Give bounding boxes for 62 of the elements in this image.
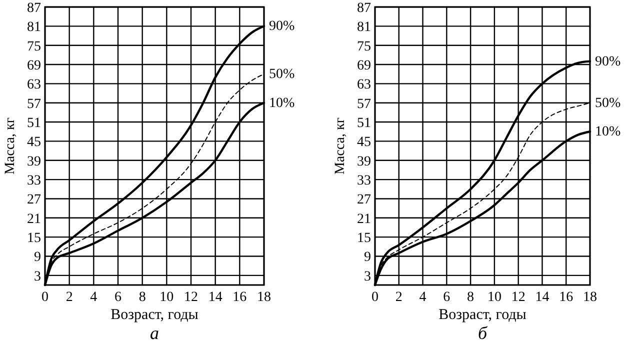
y-tick-label: 51 (357, 116, 371, 132)
x-tick-label: 16 (232, 290, 247, 305)
x-tick-label: 12 (184, 290, 198, 305)
y-tick-label: 69 (357, 58, 371, 74)
x-tick-label: 6 (114, 290, 122, 305)
y-tick-label: 15 (27, 231, 41, 246)
x-tick-label: 16 (559, 290, 574, 305)
y-tick-label: 57 (357, 96, 371, 112)
y-tick-label: 45 (27, 135, 41, 150)
y-tick-label: 45 (357, 135, 371, 150)
x-tick-label: 8 (138, 290, 146, 305)
x-tick-label: 0 (42, 290, 48, 305)
y-tick-label: 21 (27, 212, 41, 227)
x-tick-label: 2 (395, 290, 402, 305)
series-label: 90% (269, 19, 295, 34)
series-label: 50% (269, 67, 295, 82)
x-tick-label: 18 (257, 290, 271, 305)
y-tick-label: 81 (27, 20, 41, 36)
x-tick-label: 4 (90, 290, 98, 305)
y-tick-label: 3 (364, 269, 371, 284)
x-tick-label: 6 (443, 290, 450, 305)
y-tick-label: 39 (357, 154, 371, 170)
y-tick-label: 75 (27, 39, 41, 54)
series-label: 10% (595, 124, 621, 140)
y-tick-label: 3 (34, 269, 41, 284)
y-tick-label: 75 (357, 39, 371, 54)
text: а (150, 323, 159, 343)
y-tick-label: 15 (357, 231, 371, 246)
y-tick-label: 81 (357, 20, 371, 36)
y-tick-label: 57 (27, 96, 41, 112)
x-tick-label: 12 (511, 290, 526, 305)
y-tick-label: 63 (357, 78, 371, 93)
x-axis-title: Возраст, годы (438, 307, 526, 323)
series-label: 90% (595, 54, 621, 70)
x-axis-title: Возраст, годы (110, 307, 198, 323)
x-tick-label: 18 (583, 290, 597, 305)
y-tick-label: 33 (357, 174, 371, 189)
series-label: 50% (595, 96, 621, 111)
x-tick-label: 0 (372, 290, 378, 305)
y-axis-title: Масса, кг (333, 117, 348, 175)
y-tick-label: 27 (357, 192, 371, 208)
y-tick-label: 87 (27, 1, 41, 16)
y-tick-label: 87 (357, 1, 371, 16)
y-axis-title: Масса, кг (3, 117, 18, 175)
x-tick-label: 4 (419, 290, 426, 305)
y-tick-label: 33 (27, 174, 41, 189)
x-tick-label: 14 (208, 290, 222, 305)
y-tick-label: 9 (34, 250, 41, 266)
x-tick-label: 10 (487, 290, 502, 305)
x-tick-label: 8 (467, 290, 474, 305)
y-tick-label: 39 (27, 154, 41, 170)
y-tick-label: 27 (27, 192, 41, 208)
series-label: 10% (269, 96, 295, 111)
y-tick-label: 69 (27, 58, 41, 74)
y-tick-label: 21 (357, 212, 371, 227)
x-tick-label: 10 (160, 290, 174, 305)
y-tick-label: 9 (364, 250, 371, 266)
y-tick-label: 51 (27, 116, 41, 132)
y-tick-label: 63 (27, 78, 41, 93)
x-tick-label: 2 (66, 290, 73, 305)
x-tick-label: 14 (535, 290, 550, 305)
text: б (478, 323, 488, 343)
